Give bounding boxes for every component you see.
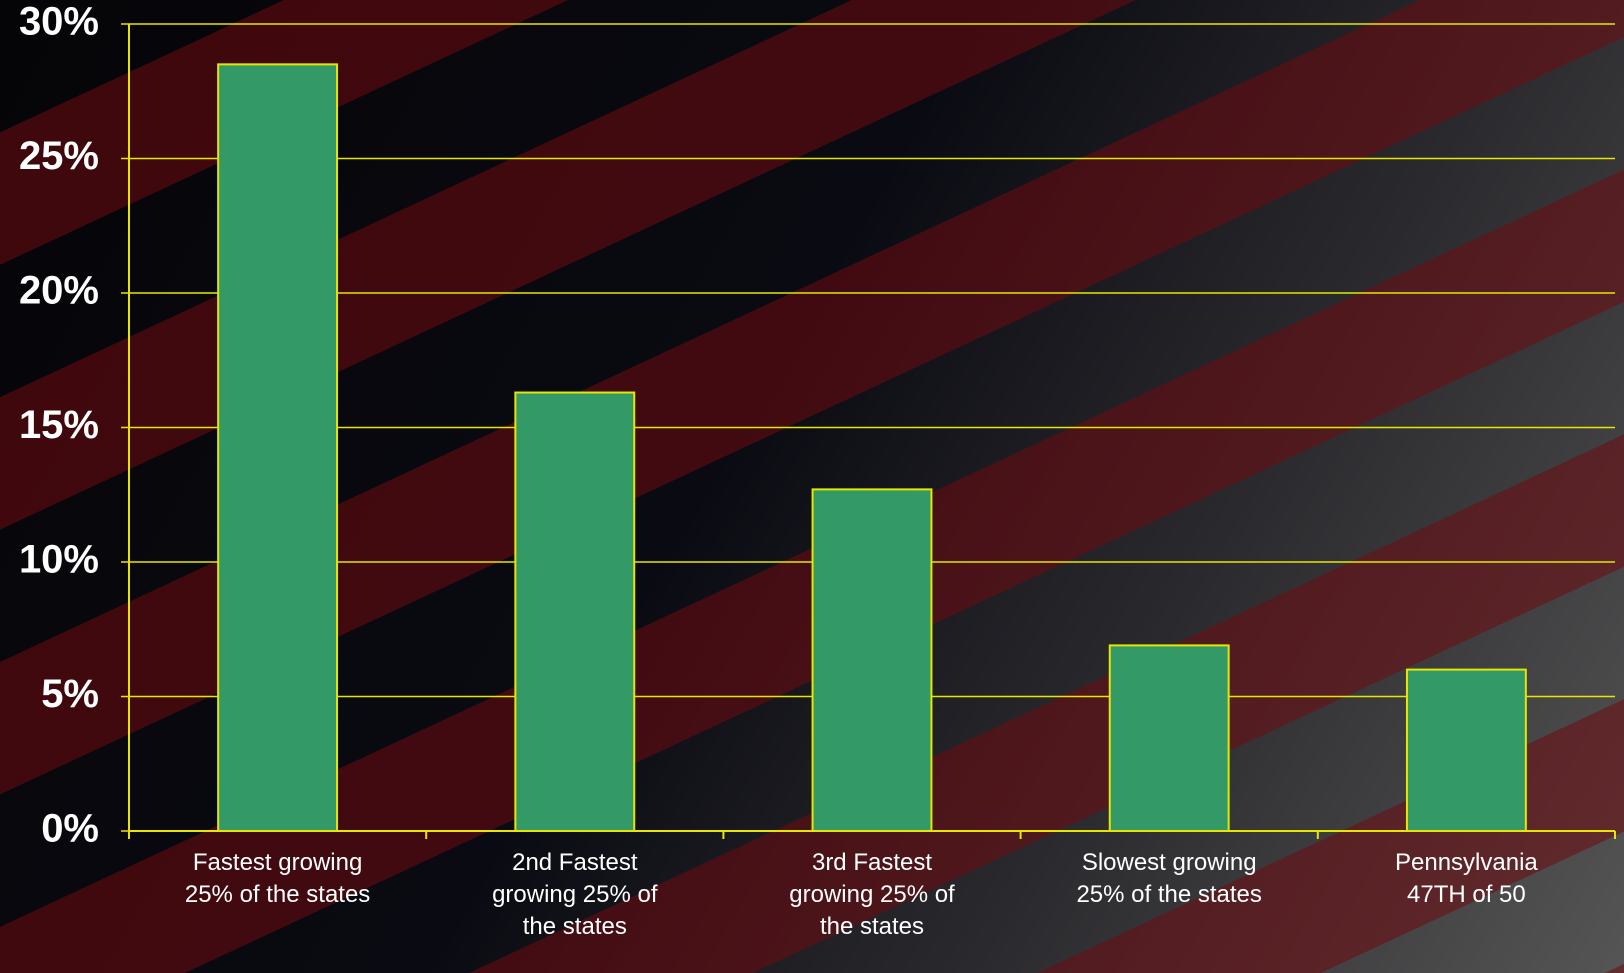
bar [811,488,933,832]
y-tick-label: 30% [19,0,99,44]
y-tick-label: 0% [41,807,99,851]
x-tick-label: Pennsylvania 47TH of 50 [1395,849,1538,908]
x-tick-label: 3rd Fastest growing 25% of the states [789,849,955,940]
bar [1108,644,1230,833]
bar [217,63,339,833]
x-tick-label: 2nd Fastest growing 25% of the states [492,849,658,940]
bar [514,391,636,832]
y-tick-label: 25% [19,134,99,178]
y-tick-label: 20% [19,269,99,313]
x-tick-label: Slowest growing 25% of the states [1076,849,1262,908]
y-tick-label: 5% [41,672,99,716]
y-tick-label: 10% [19,538,99,582]
y-tick-label: 15% [19,403,99,447]
bar [1405,668,1527,832]
x-tick-label: Fastest growing 25% of the states [184,849,371,908]
